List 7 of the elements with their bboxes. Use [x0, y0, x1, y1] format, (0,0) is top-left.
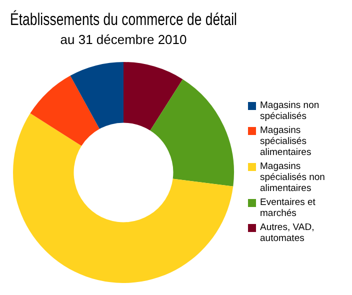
legend-label: Magasins spécialisés alimentaires	[260, 125, 312, 158]
legend-label: Magasins spécialisés non alimentaires	[260, 161, 326, 194]
legend-label: Autres, VAD, automates	[260, 222, 316, 244]
legend-label: Eventaires et marchés	[260, 197, 316, 219]
legend-label: Magasins non spécialisés	[260, 100, 320, 122]
chart-title: Établissements du commerce de détail	[10, 9, 237, 30]
chart-subtitle: au 31 décembre 2010	[60, 32, 187, 47]
